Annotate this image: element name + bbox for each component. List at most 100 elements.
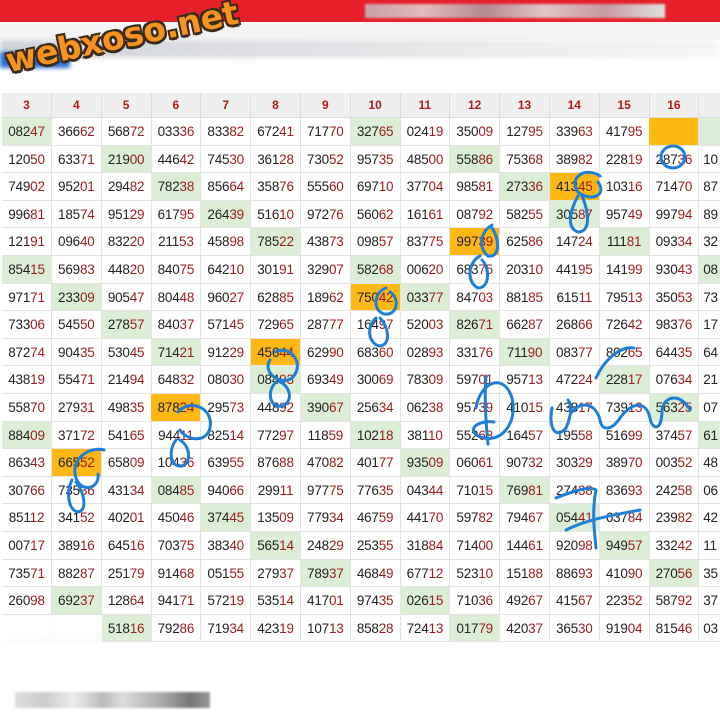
cell-head-digits: 832 bbox=[107, 234, 130, 250]
cell-tail-digits: 36 bbox=[179, 124, 195, 139]
table-cell: 27931 bbox=[51, 394, 102, 422]
cell-head-digits: 628 bbox=[257, 289, 280, 305]
cell-head-digits: 930 bbox=[655, 262, 678, 277]
cell-tail-digits: 98 bbox=[229, 234, 244, 250]
cell-tail-digits: 72 bbox=[129, 124, 145, 139]
table-cell: 80265 bbox=[599, 338, 650, 367]
table-cell: 41015 bbox=[500, 394, 550, 422]
cell-head-digits: 127 bbox=[506, 124, 529, 139]
table-cell: 08030 bbox=[201, 366, 252, 394]
column-header-11[interactable]: 11 bbox=[400, 93, 451, 117]
column-header-16[interactable]: 16 bbox=[649, 93, 700, 117]
cell-tail-digits: 12 bbox=[428, 565, 444, 581]
cell-head-digits: 214 bbox=[107, 372, 130, 388]
cell-tail-digits: 09 bbox=[129, 455, 145, 471]
cell-tail-digits: 84 bbox=[627, 510, 643, 526]
table-cell: 95739 bbox=[450, 394, 501, 422]
cell-tail-digits: 32 bbox=[528, 455, 543, 471]
table-cell: 79286 bbox=[151, 614, 202, 643]
cell-head-digits: 555 bbox=[307, 179, 329, 195]
blurred-footer-content bbox=[15, 692, 210, 708]
cell-tail-digits: 29 bbox=[229, 344, 244, 360]
cell-tail-digits: 49 bbox=[627, 206, 643, 222]
cell-head-digits: 662 bbox=[506, 317, 529, 333]
table-cell: 40201 bbox=[101, 504, 152, 532]
cell-head-digits: 043 bbox=[406, 482, 429, 498]
column-header-8[interactable]: 8 bbox=[251, 93, 301, 117]
cell-head-digits: 739 bbox=[605, 400, 628, 415]
cell-head-digits: 957 bbox=[456, 400, 479, 415]
cell-head-digits: 785 bbox=[257, 234, 280, 250]
cell-tail-digits: 63 bbox=[577, 124, 593, 139]
cell-tail-digits: 44 bbox=[428, 482, 444, 498]
cell-head-digits: 446 bbox=[157, 151, 180, 167]
table-cell: 66552 bbox=[51, 449, 102, 477]
cell-head-digits: 287 bbox=[307, 317, 329, 333]
cell-head-digits: 268 bbox=[556, 317, 578, 333]
column-header-6[interactable]: 6 bbox=[151, 93, 202, 117]
column-header-4[interactable]: 4 bbox=[52, 93, 102, 117]
cell-head-digits: 912 bbox=[207, 344, 230, 360]
cell-tail-digits: 57 bbox=[129, 317, 145, 333]
column-header-15[interactable]: 15 bbox=[600, 93, 650, 117]
cell-head-digits: 223 bbox=[605, 593, 628, 609]
column-header-5[interactable]: 5 bbox=[102, 93, 152, 117]
cell-tail-digits: 55 bbox=[229, 565, 244, 581]
cell-tail-digits: 75 bbox=[428, 234, 444, 250]
cell-tail-digits: 93 bbox=[279, 372, 294, 388]
table-cell: 03336 bbox=[151, 118, 202, 146]
cell-head-digits: 472 bbox=[556, 372, 578, 388]
cell-head-digits: 876 bbox=[257, 455, 280, 471]
table-cell: 87824 bbox=[151, 394, 202, 422]
cell-tail-digits: 29 bbox=[328, 538, 344, 553]
table-cell: 33242 bbox=[649, 532, 700, 560]
column-header-10[interactable]: 10 bbox=[351, 93, 401, 117]
column-header-12[interactable]: 12 bbox=[450, 93, 501, 117]
cell-tail-digits: 47 bbox=[30, 124, 45, 139]
cell-head-digits: 719 bbox=[207, 620, 230, 636]
cell-head-digits: 438 bbox=[307, 234, 329, 250]
cell-tail-digits: 95 bbox=[627, 124, 643, 139]
cell-tail-digits: 60 bbox=[378, 344, 394, 360]
cell-head-digits: 516 bbox=[605, 427, 628, 443]
column-header-14[interactable]: 14 bbox=[550, 93, 600, 117]
cell-head-digits: 563 bbox=[655, 400, 678, 415]
cell-tail-digits: 67 bbox=[577, 593, 593, 609]
cell-head-digits: 697 bbox=[356, 179, 379, 195]
cell-head-digits: 147 bbox=[556, 234, 578, 250]
cell-head-digits: 377 bbox=[406, 179, 429, 195]
table-cell: 88409 bbox=[2, 421, 52, 450]
table-cell: 71470 bbox=[649, 173, 700, 201]
column-header-9[interactable]: 9 bbox=[301, 93, 351, 117]
cell-head-digits: 111 bbox=[606, 234, 627, 250]
cell-tail-digits: 84 bbox=[428, 538, 444, 553]
table-cell: 30766 bbox=[2, 476, 52, 505]
cell-head-digits: 007 bbox=[8, 538, 31, 553]
table-cell: 12050 bbox=[2, 145, 52, 174]
cell-head-digits: 795 bbox=[605, 289, 628, 305]
column-header-1[interactable]: 1 bbox=[699, 93, 720, 117]
cell-tail-digits: 00 bbox=[428, 151, 444, 167]
column-header-13[interactable]: 13 bbox=[500, 93, 550, 117]
table-cell: 08792 bbox=[450, 200, 501, 229]
cell-tail-digits: 93 bbox=[428, 344, 444, 360]
table-cell: 40177 bbox=[350, 449, 401, 477]
cell-tail-digits: 98 bbox=[577, 538, 593, 553]
cell-tail-digits: 36 bbox=[79, 482, 95, 498]
cell-tail-digits: 10 bbox=[279, 206, 294, 222]
cell-tail-digits: 75 bbox=[478, 262, 493, 277]
table-cell: 91229 bbox=[201, 338, 252, 367]
cell-tail-digits: 81 bbox=[30, 206, 45, 222]
table-cell: 30329 bbox=[549, 449, 600, 477]
cell-tail-digits: 52 bbox=[677, 455, 693, 471]
cell-head-digits: 195 bbox=[556, 427, 578, 443]
table-cell: 80448 bbox=[151, 283, 202, 312]
table-cell: 43819 bbox=[2, 366, 52, 394]
column-header-3[interactable]: 3 bbox=[2, 93, 52, 117]
cell-head-digits: 935 bbox=[406, 455, 429, 471]
table-cell: 85664 bbox=[201, 173, 252, 201]
table-cell: 02615 bbox=[400, 587, 451, 615]
column-header-7[interactable]: 7 bbox=[201, 93, 252, 117]
cell-head-digits: 572 bbox=[207, 593, 230, 609]
cell-tail-digits: 19 bbox=[30, 372, 45, 388]
